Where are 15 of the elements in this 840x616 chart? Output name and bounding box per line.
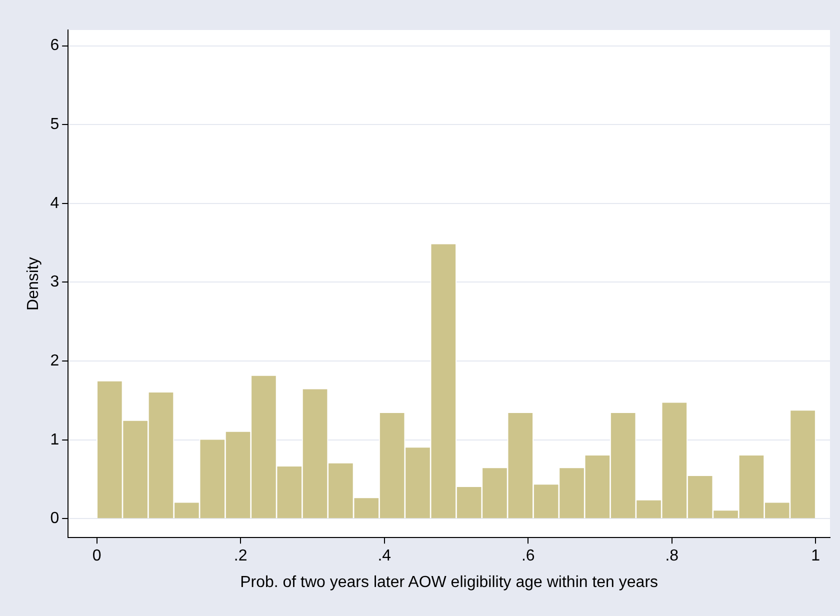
x-tick-label: 0 <box>92 548 102 565</box>
x-axis-title: Prob. of two years later AOW eligibility age within ten years <box>240 574 658 591</box>
x-tick-label: .4 <box>378 548 392 565</box>
y-tick-label: 1 <box>50 431 60 448</box>
y-tick-label: 6 <box>50 37 60 54</box>
x-tick-label: 1 <box>811 548 820 565</box>
y-axis-title: Density <box>25 257 42 310</box>
y-tick-label: 3 <box>50 274 60 291</box>
y-tick-label: 5 <box>50 116 60 133</box>
y-tick-label: 0 <box>50 510 60 528</box>
x-tick-label: .6 <box>521 548 535 565</box>
y-tick-label: 4 <box>50 194 60 212</box>
x-tick-label: .2 <box>234 548 248 565</box>
x-tick-label: .8 <box>665 548 679 565</box>
y-tick-label: 2 <box>50 352 60 370</box>
